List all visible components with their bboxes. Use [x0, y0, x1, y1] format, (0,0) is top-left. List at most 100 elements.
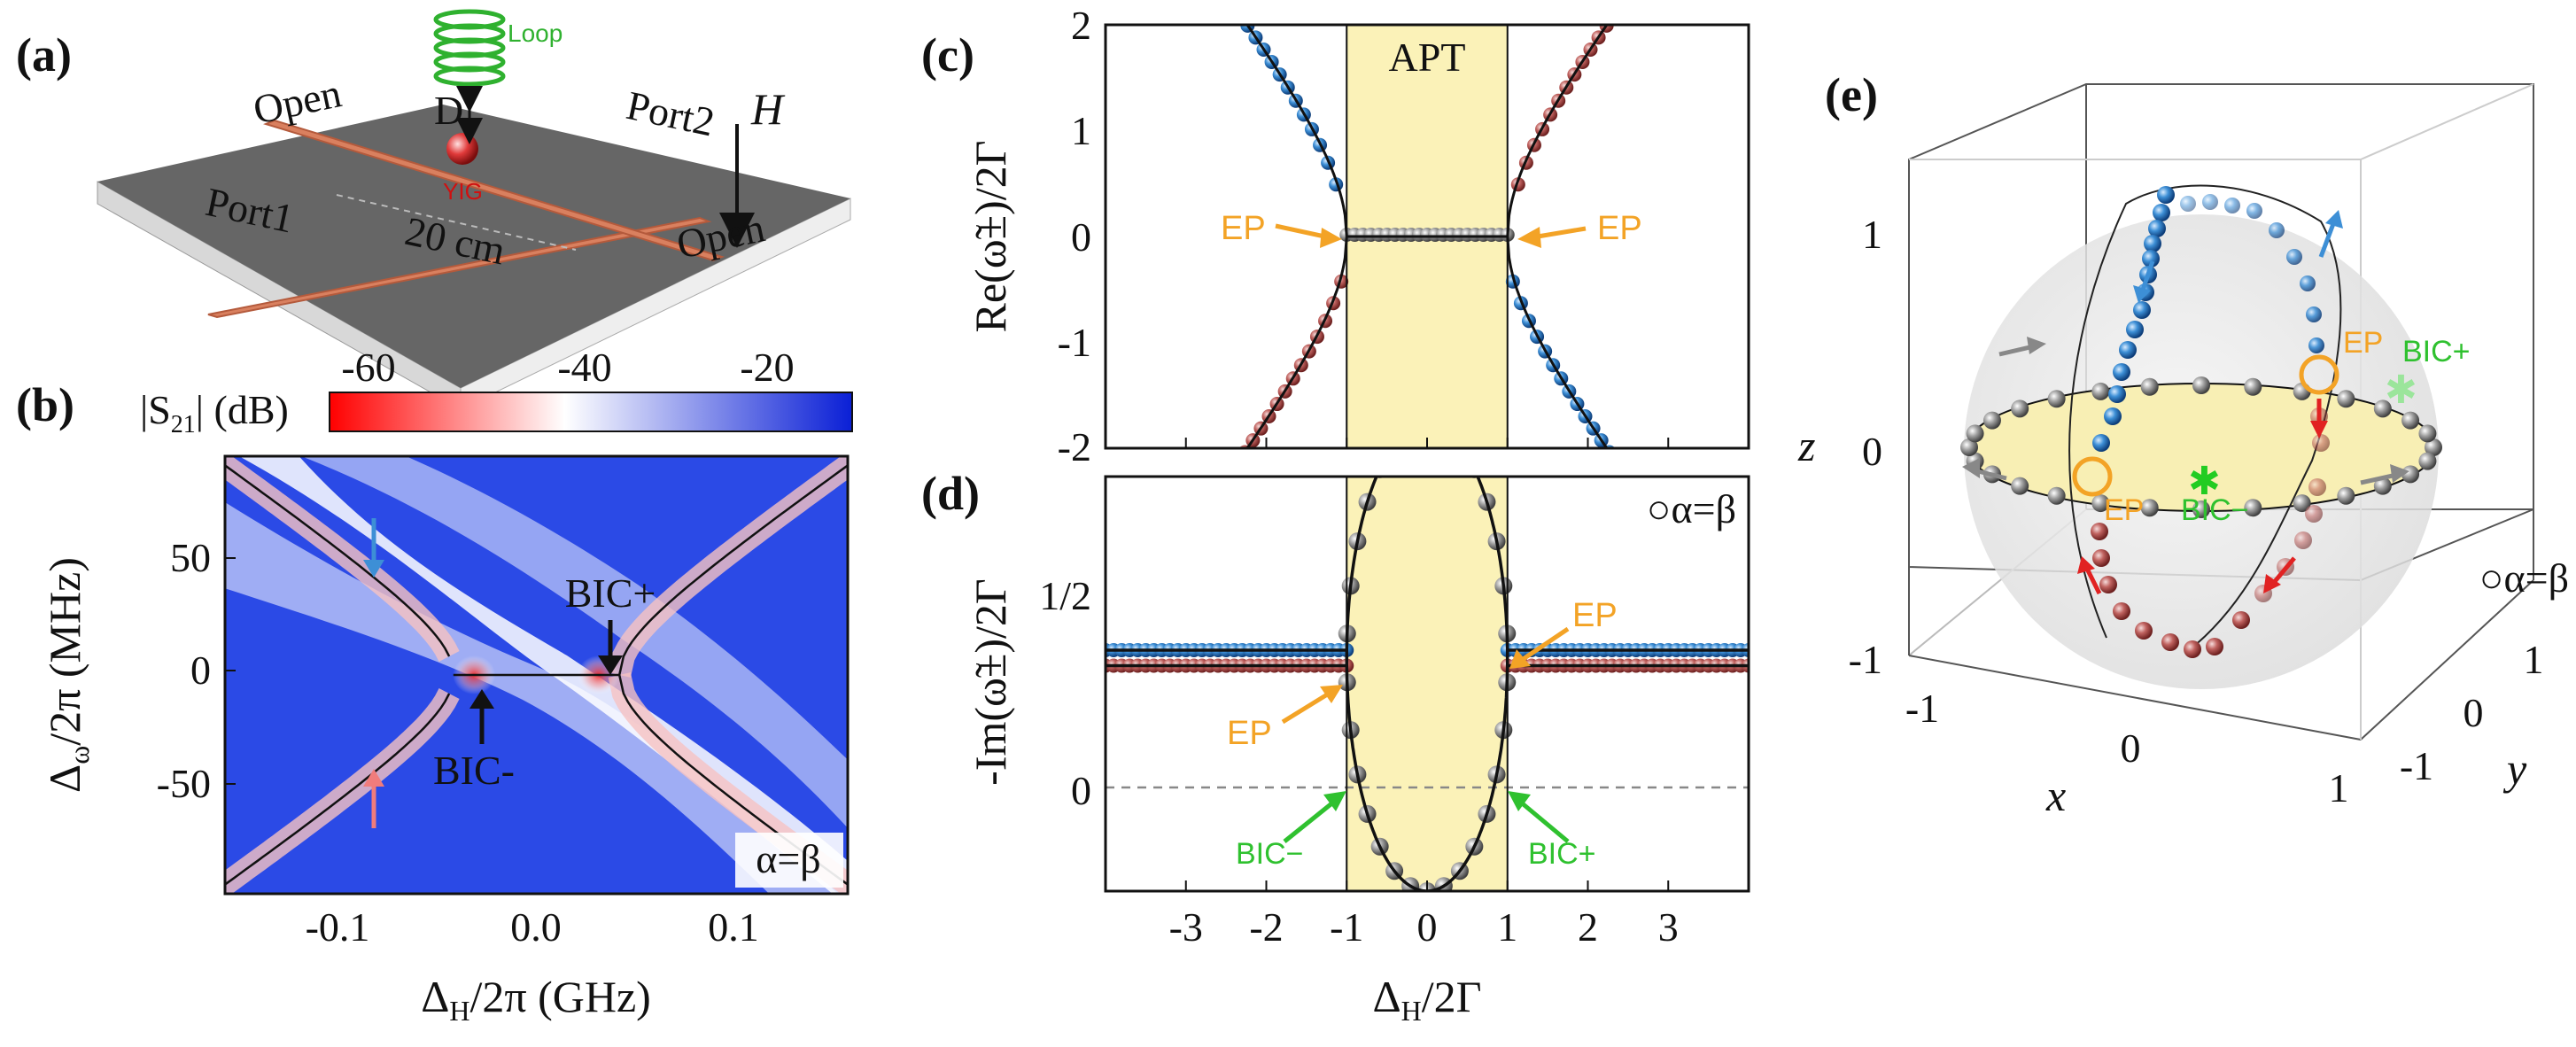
c-ep-right-label: EP — [1597, 210, 1642, 247]
e-point-blue-42 — [2180, 196, 2196, 212]
c-ytick-m2: -2 — [1058, 424, 1091, 469]
yig-sphere — [446, 133, 478, 165]
e-point-gray-11 — [2011, 477, 2029, 495]
e-point-red-56 — [2161, 633, 2179, 651]
c-point-red-4 — [1117, 614, 1131, 628]
c-point-red-18 — [1174, 537, 1188, 551]
loop-coil — [433, 9, 506, 96]
e-point-red-59 — [2232, 611, 2250, 629]
c-ytick-1: 1 — [1071, 108, 1091, 153]
e-point-gray-26 — [2401, 411, 2420, 430]
bic-minus-arrowhead — [469, 689, 494, 709]
e-point-red-55 — [2135, 622, 2153, 640]
e-ylabel: y — [2502, 744, 2527, 794]
e-ep-lower-marker — [2072, 456, 2113, 497]
c-point-red-6 — [1125, 603, 1139, 617]
c-ytick-0: 0 — [1071, 214, 1091, 260]
e-point-blue-50 — [2308, 337, 2324, 353]
panel-b-label: (b) — [16, 378, 74, 431]
panel-d: (d) ○α=β EP EP BIC− BIC+ 1/2 0 -3 -2 -1 0 1 2… — [921, 467, 1750, 1027]
d-ep-upper-arrowhead — [1509, 649, 1531, 669]
e-ztick-0: 0 — [1862, 429, 1882, 474]
e-point-blue-36 — [2126, 321, 2144, 338]
d-ylabel: -Im(ω̃±)/2Γ — [966, 578, 1015, 786]
panel-c-label: (c) — [921, 28, 974, 81]
c-point-red-32 — [1230, 457, 1244, 471]
d-xlabel: ΔH/2Γ — [1372, 972, 1481, 1027]
e-point-gray-3 — [2373, 477, 2392, 495]
b-ytick-50: 50 — [170, 535, 211, 580]
e-point-gray-14 — [1960, 438, 1978, 456]
c-point-blue-122 — [1666, 537, 1680, 551]
c-ylabel: Re(ω̃±)/2Γ — [966, 141, 1015, 333]
e-point-blue-48 — [2300, 275, 2316, 291]
c-point-blue-35 — [1232, 6, 1246, 20]
e-xlabel: x — [2045, 771, 2066, 820]
e-point-gray-1 — [2418, 452, 2437, 470]
panel-b-xticks: -0.1 0.0 0.1 — [306, 904, 759, 950]
e-point-blue-49 — [2306, 306, 2322, 322]
c-point-blue-33 — [1224, 0, 1238, 9]
e-bic-minus-label: BIC− — [2181, 493, 2249, 527]
colorbar-tick-1: -60 — [341, 345, 395, 390]
bic-plus-label: BIC+ — [565, 570, 656, 616]
e-point-gray-9 — [2091, 494, 2110, 513]
e-point-red-53 — [2099, 576, 2117, 593]
e-point-gray-5 — [2293, 494, 2311, 513]
e-ep-lower-label: EP — [2104, 493, 2144, 527]
condition-label: α=β — [756, 836, 820, 881]
heatmap-frame — [223, 454, 850, 896]
e-point-red-54 — [2113, 602, 2130, 620]
e-point-gray-19 — [2091, 382, 2110, 400]
e-point-red-64 — [2308, 478, 2326, 496]
e-point-gray-16 — [1982, 411, 2001, 430]
d-bic-plus-label: BIC+ — [1528, 837, 1596, 871]
d-ep-upper-arrow — [1520, 626, 1570, 663]
direction-arrows — [1962, 210, 2409, 595]
c-point-blue-128 — [1691, 570, 1705, 584]
e-ep-upper-marker — [2299, 354, 2339, 395]
e-point-blue-46 — [2269, 222, 2285, 238]
d-xtick-2: -1 — [1330, 904, 1363, 950]
e-point-blue-41 — [2092, 434, 2110, 452]
e-point-blue-44 — [2224, 198, 2240, 213]
d-ep-lower-arrow — [1281, 691, 1331, 725]
c-ep-left-arrowhead — [1320, 228, 1342, 248]
apt-region-d — [1346, 477, 1508, 891]
d-bic-plus-arrow — [1518, 800, 1570, 843]
colorbar-label: |S21| (dB) — [140, 387, 289, 438]
panel-c-yticks: 2 1 0 -1 -2 — [1058, 3, 1670, 469]
e-point-blue-35 — [2133, 301, 2151, 319]
e-point-blue-29 — [2153, 204, 2170, 221]
c-point-blue-126 — [1682, 559, 1696, 573]
e-point-gray-21 — [2192, 376, 2210, 394]
e-xtick-1: 1 — [2329, 765, 2349, 810]
apt-label: APT — [1389, 35, 1466, 80]
e-point-gray-2 — [2401, 465, 2420, 484]
c-ep-left-label: EP — [1221, 210, 1266, 247]
e-point-blue-38 — [2113, 363, 2130, 381]
e-point-gray-23 — [2293, 382, 2311, 400]
e-xtick-0: 0 — [2121, 725, 2141, 771]
c-point-red-12 — [1149, 570, 1163, 584]
colorbar-tick-2: -40 — [557, 345, 611, 390]
panel-a: (a) YIG Loop D H Open Port2 Port1 Open — [16, 9, 851, 410]
open-left-label: Open — [249, 70, 345, 133]
strip-line-1 — [207, 216, 712, 319]
c-point-red-28 — [1214, 480, 1228, 494]
e-point-blue-30 — [2148, 220, 2166, 237]
e-ztick-1: 1 — [1862, 212, 1882, 257]
yig-label: YIG — [443, 178, 483, 205]
strip-line-2 — [262, 119, 725, 262]
c-point-red-26 — [1206, 492, 1220, 506]
d-label: D — [434, 88, 463, 133]
c-ep-left-arrow — [1275, 223, 1330, 240]
colorbar — [329, 392, 853, 432]
theory-curve-lower — [225, 463, 848, 887]
bic-minus-star: ✱ — [2188, 459, 2221, 504]
c-point-red-107 — [1616, 0, 1630, 9]
e-point-red-62 — [2294, 531, 2312, 549]
c-ep-right-arrowhead — [1517, 227, 1541, 248]
c-point-blue-112 — [1626, 480, 1641, 494]
